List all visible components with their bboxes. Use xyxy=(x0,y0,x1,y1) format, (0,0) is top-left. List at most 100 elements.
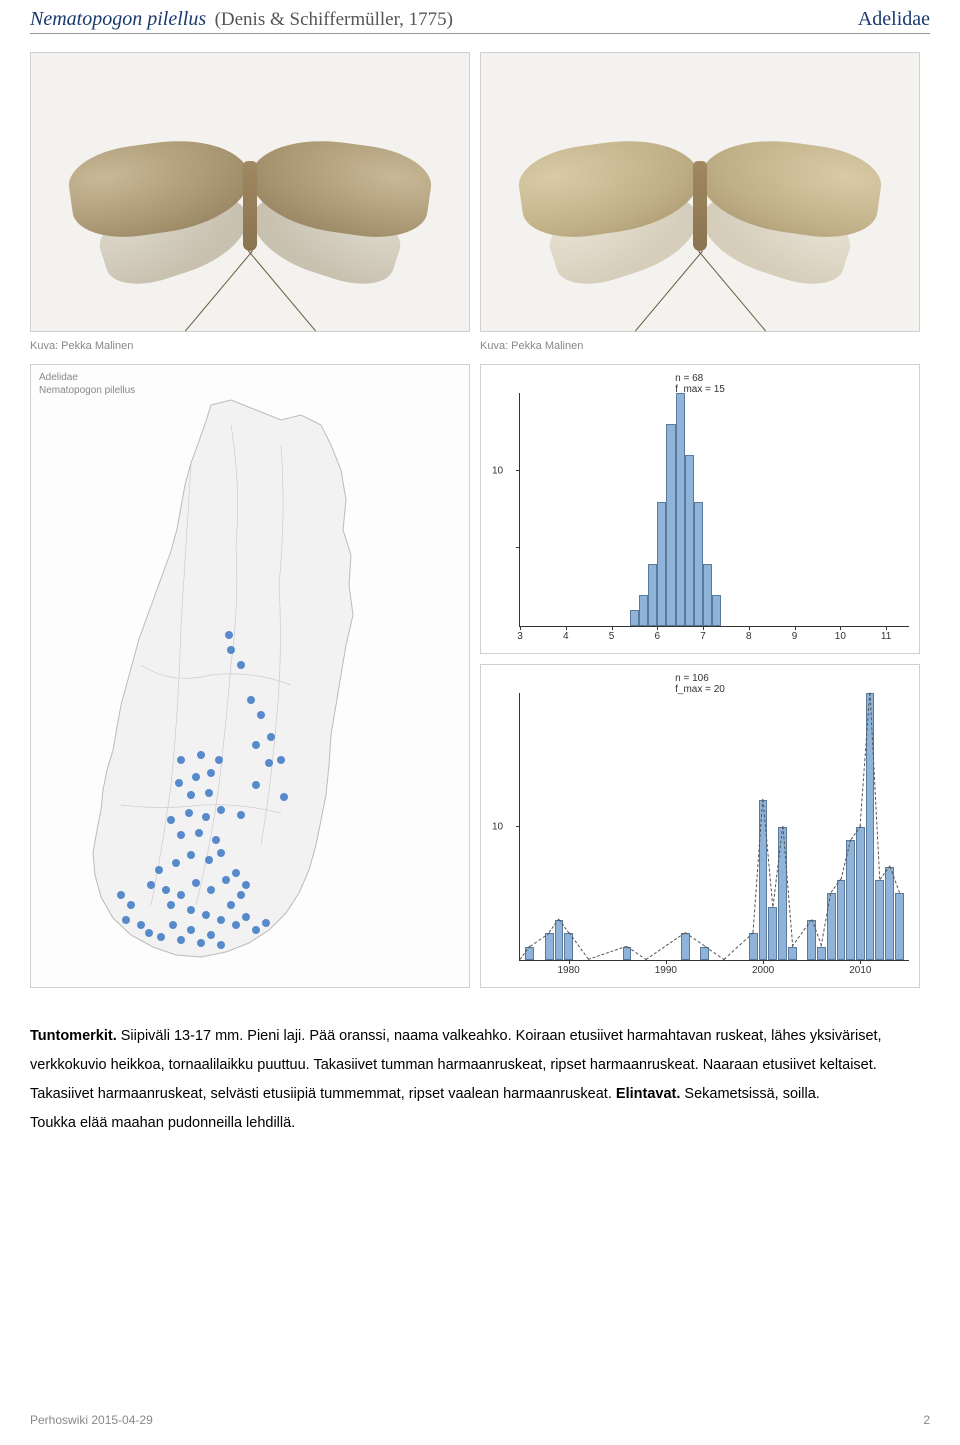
x-tick-label: 1990 xyxy=(655,965,677,976)
observation-point xyxy=(267,733,275,741)
observation-point xyxy=(205,856,213,864)
section-heading: Tuntomerkit. xyxy=(30,1028,117,1044)
x-tick-label: 6 xyxy=(655,631,661,642)
observation-point xyxy=(137,921,145,929)
chart-bar xyxy=(703,564,712,626)
chart-bar xyxy=(749,933,758,960)
body-run: Sekametsissä, soilla. xyxy=(680,1086,819,1102)
x-tick xyxy=(795,626,796,630)
x-tick xyxy=(612,626,613,630)
observation-point xyxy=(242,881,250,889)
chart-meta: n = 68 f_max = 15 xyxy=(675,373,725,395)
species-name: Nematopogon pilellus xyxy=(30,8,206,30)
observation-point xyxy=(205,789,213,797)
x-tick xyxy=(763,960,764,964)
observation-point xyxy=(177,891,185,899)
yearly-plot-area: 101980199020002010 xyxy=(519,693,909,961)
x-tick xyxy=(520,626,521,630)
observation-point xyxy=(192,879,200,887)
observation-point xyxy=(192,773,200,781)
observation-point xyxy=(175,779,183,787)
trend-line-segment xyxy=(588,946,627,960)
observation-point xyxy=(252,781,260,789)
observation-point xyxy=(187,926,195,934)
x-tick xyxy=(569,960,570,964)
observation-point xyxy=(155,866,163,874)
observation-point xyxy=(217,941,225,949)
observation-point xyxy=(122,916,130,924)
observation-point xyxy=(162,886,170,894)
observation-point xyxy=(185,809,193,817)
y-tick xyxy=(516,826,520,827)
chart-bar xyxy=(694,502,703,626)
observation-point xyxy=(237,811,245,819)
x-tick-label: 9 xyxy=(792,631,798,642)
observation-point xyxy=(197,939,205,947)
x-tick xyxy=(566,626,567,630)
observation-point xyxy=(217,806,225,814)
observation-point xyxy=(169,921,177,929)
observation-point xyxy=(212,836,220,844)
observation-point xyxy=(215,756,223,764)
x-tick xyxy=(666,960,667,964)
chart-bar xyxy=(837,880,846,960)
observation-point xyxy=(237,661,245,669)
page-footer: Perhoswiki 2015-04-29 2 xyxy=(30,1413,930,1427)
observation-point xyxy=(222,876,230,884)
observation-point xyxy=(227,901,235,909)
observation-point xyxy=(202,813,210,821)
photo-caption-2: Kuva: Pekka Malinen xyxy=(480,340,920,352)
specimen-photo-2 xyxy=(480,52,920,332)
observation-point xyxy=(202,911,210,919)
observation-point xyxy=(252,741,260,749)
observation-point xyxy=(207,769,215,777)
chart-bar xyxy=(657,502,666,626)
map-label: Adelidae Nematopogon pilellus xyxy=(39,371,135,397)
caption-row: Kuva: Pekka Malinen Kuva: Pekka Malinen xyxy=(30,340,930,352)
observation-point xyxy=(187,906,195,914)
observation-point xyxy=(167,816,175,824)
observation-point xyxy=(225,631,233,639)
observation-point xyxy=(177,936,185,944)
section-heading: Elintavat. xyxy=(616,1086,680,1102)
map-svg xyxy=(31,365,471,989)
trend-line-segment xyxy=(646,932,685,960)
chart-bar xyxy=(676,393,685,626)
observation-point xyxy=(127,901,135,909)
chart-bar xyxy=(768,907,777,960)
observation-point xyxy=(207,886,215,894)
chart-bar xyxy=(875,880,884,960)
observation-point xyxy=(252,926,260,934)
chart-bar xyxy=(666,424,675,626)
page-header: Nematopogon pilellus (Denis & Schiffermü… xyxy=(30,0,930,34)
observation-point xyxy=(177,831,185,839)
observation-point xyxy=(145,929,153,937)
y-tick-label: 10 xyxy=(492,821,503,832)
x-tick xyxy=(703,626,704,630)
observation-point xyxy=(242,913,250,921)
chart-meta: n = 106 f_max = 20 xyxy=(675,673,725,695)
description-text: Tuntomerkit. Siipiväli 13-17 mm. Pieni l… xyxy=(30,1022,930,1138)
moth-body xyxy=(693,161,707,251)
chart-n: n = 106 xyxy=(675,673,709,684)
x-tick-label: 11 xyxy=(881,631,891,642)
distribution-map: Adelidae Nematopogon pilellus xyxy=(30,364,470,988)
observation-point xyxy=(277,756,285,764)
observation-point xyxy=(217,849,225,857)
x-tick-label: 10 xyxy=(835,631,846,642)
x-tick-label: 8 xyxy=(746,631,752,642)
description-paragraph-2: Toukka elää maahan pudonneilla lehdillä. xyxy=(30,1109,930,1138)
map-outline xyxy=(93,400,353,957)
chart-bar xyxy=(885,867,894,960)
observation-point xyxy=(227,646,235,654)
observation-point xyxy=(167,901,175,909)
chart-bar xyxy=(555,920,564,960)
x-tick xyxy=(860,960,861,964)
photo-caption-1: Kuva: Pekka Malinen xyxy=(30,340,470,352)
observation-point xyxy=(187,851,195,859)
observation-point xyxy=(117,891,125,899)
observation-point xyxy=(237,891,245,899)
y-tick xyxy=(516,547,520,548)
species-authority: (Denis & Schiffermüller, 1775) xyxy=(215,9,453,30)
figure-row: Adelidae Nematopogon pilellus n = 68 f_m… xyxy=(30,364,930,988)
